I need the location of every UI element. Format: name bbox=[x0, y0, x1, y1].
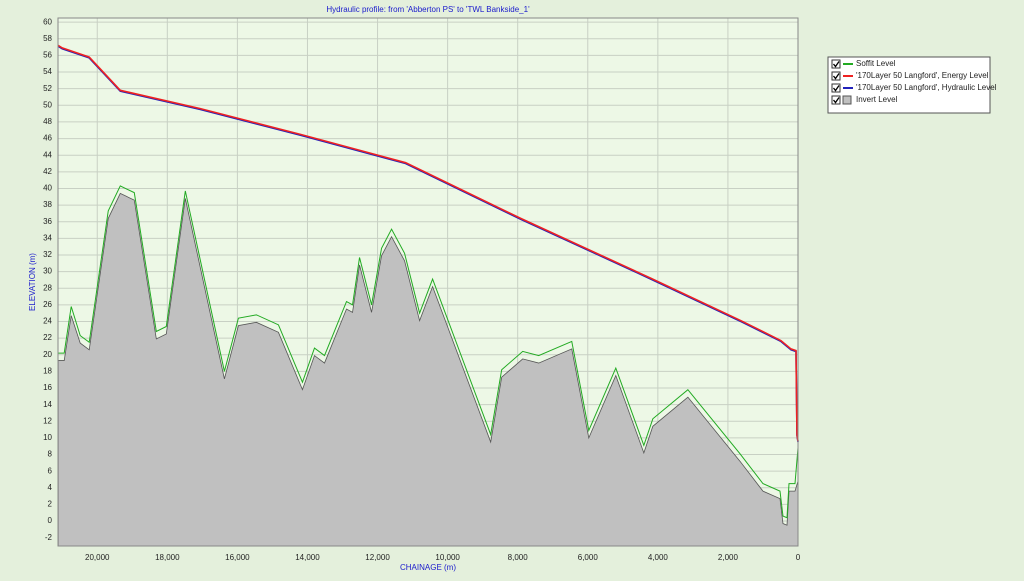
y-tick-label: 46 bbox=[43, 134, 52, 143]
y-tick-label: 8 bbox=[48, 450, 53, 459]
x-tick-label: 20,000 bbox=[85, 553, 110, 562]
legend bbox=[827, 56, 991, 114]
y-tick-label: 44 bbox=[43, 150, 52, 159]
y-tick-label: 58 bbox=[43, 34, 52, 43]
legend-checkbox[interactable] bbox=[831, 71, 841, 81]
y-tick-label: 28 bbox=[43, 283, 52, 292]
legend-checkbox[interactable] bbox=[831, 95, 841, 105]
y-tick-label: 34 bbox=[43, 233, 52, 242]
y-tick-label: 50 bbox=[43, 100, 52, 109]
y-tick-label: 14 bbox=[43, 400, 52, 409]
chart-title: Hydraulic profile: from 'Abberton PS' to… bbox=[326, 5, 530, 14]
y-tick-label: 54 bbox=[43, 67, 52, 76]
y-tick-label: 6 bbox=[48, 466, 53, 475]
x-tick-label: 12,000 bbox=[365, 553, 390, 562]
y-tick-label: 24 bbox=[43, 317, 52, 326]
y-tick-label: 2 bbox=[48, 500, 53, 509]
y-tick-label: 26 bbox=[43, 300, 52, 309]
invert-area bbox=[57, 192, 799, 547]
x-tick-label: 14,000 bbox=[295, 553, 320, 562]
x-tick-label: 10,000 bbox=[435, 553, 460, 562]
x-tick-label: 4,000 bbox=[648, 553, 669, 562]
y-tick-label: 32 bbox=[43, 250, 52, 259]
plot-border bbox=[57, 17, 799, 547]
legend-check bbox=[832, 97, 840, 104]
legend-label: Soffit Level bbox=[856, 59, 896, 68]
x-tick-label: 2,000 bbox=[718, 553, 739, 562]
x-tick-label: 16,000 bbox=[225, 553, 250, 562]
y-tick-label: 18 bbox=[43, 366, 52, 375]
legend-check bbox=[832, 61, 840, 68]
series-line bbox=[57, 44, 799, 442]
y-tick-label: 22 bbox=[43, 333, 52, 342]
y-tick-label: 10 bbox=[43, 433, 52, 442]
y-tick-label: 12 bbox=[43, 416, 52, 425]
y-tick-label: 4 bbox=[48, 483, 53, 492]
legend-label: '170Layer 50 Langford', Hydraulic Level bbox=[856, 83, 997, 92]
legend-check bbox=[832, 73, 840, 80]
y-tick-label: 38 bbox=[43, 200, 52, 209]
legend-check bbox=[832, 85, 840, 92]
y-tick-label: -2 bbox=[45, 533, 53, 542]
x-tick-label: 18,000 bbox=[155, 553, 180, 562]
legend-checkbox[interactable] bbox=[831, 83, 841, 93]
y-tick-label: 20 bbox=[43, 350, 52, 359]
x-tick-label: 0 bbox=[796, 553, 801, 562]
y-tick-label: 36 bbox=[43, 217, 52, 226]
legend-label: '170Layer 50 Langford', Energy Level bbox=[856, 71, 989, 80]
y-tick-label: 48 bbox=[43, 117, 52, 126]
y-tick-label: 60 bbox=[43, 17, 52, 26]
legend-checkbox[interactable] bbox=[831, 59, 841, 69]
y-tick-label: 30 bbox=[43, 267, 52, 276]
legend-swatch bbox=[842, 95, 852, 105]
y-tick-label: 16 bbox=[43, 383, 52, 392]
x-axis-label: CHAINAGE (m) bbox=[400, 563, 456, 572]
y-tick-label: 42 bbox=[43, 167, 52, 176]
series-line bbox=[58, 185, 799, 519]
x-tick-label: 6,000 bbox=[578, 553, 599, 562]
y-tick-label: 0 bbox=[48, 516, 53, 525]
y-axis-label: ELEVATION (m) bbox=[28, 253, 37, 311]
y-tick-label: 40 bbox=[43, 184, 52, 193]
legend-label: Invert Level bbox=[856, 95, 898, 104]
x-tick-label: 8,000 bbox=[508, 553, 529, 562]
y-tick-label: 52 bbox=[43, 84, 52, 93]
y-tick-label: 56 bbox=[43, 51, 52, 60]
